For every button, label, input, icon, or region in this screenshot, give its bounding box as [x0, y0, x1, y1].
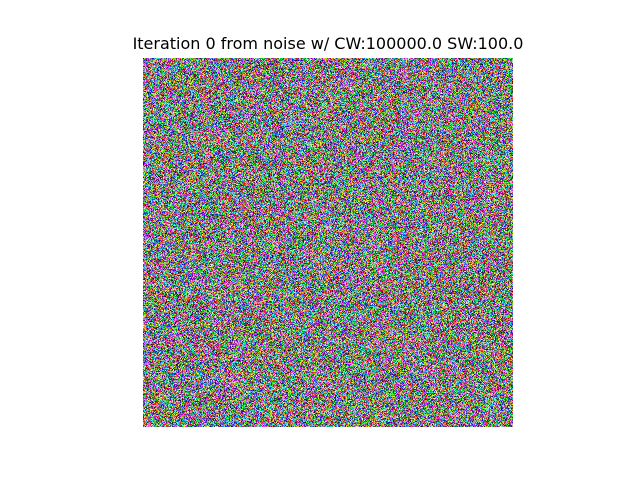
noise-image [143, 58, 513, 427]
figure-title: Iteration 0 from noise w/ CW:100000.0 SW… [132, 34, 524, 53]
